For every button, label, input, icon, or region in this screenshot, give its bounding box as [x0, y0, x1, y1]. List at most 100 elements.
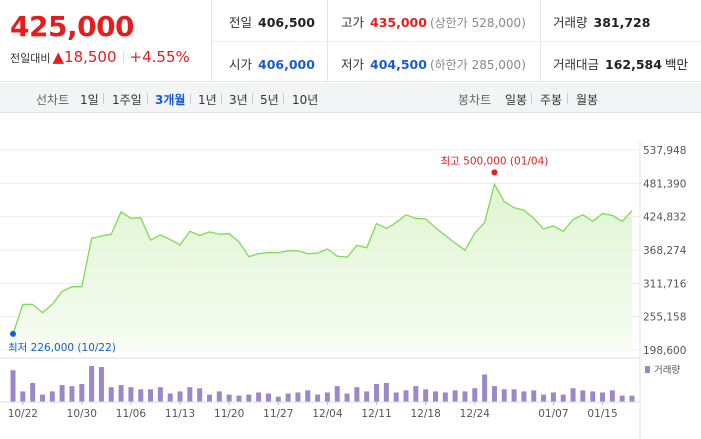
- volume-bar: [59, 385, 65, 402]
- open-price: 시가 406,000: [229, 57, 315, 72]
- volume-bar: [374, 384, 380, 402]
- high-price: 고가 435,000 (상한가 528,000): [341, 15, 526, 30]
- y-tick-label: 368,274: [643, 245, 687, 257]
- volume-bar: [39, 394, 45, 402]
- volume-bar: [501, 389, 507, 402]
- tab-3m[interactable]: 3개월: [155, 93, 186, 107]
- volume-bar: [246, 394, 252, 402]
- volume-bar: [49, 391, 55, 402]
- high-marker: [491, 169, 498, 176]
- tab-1w[interactable]: 1주일: [112, 93, 142, 107]
- x-tick-label: 12/11: [361, 408, 391, 420]
- volume-legend-swatch: [645, 366, 650, 373]
- volume-bar: [315, 394, 321, 402]
- price-box: 425,000 전일대비 ▲18,500 +4.55%: [0, 0, 212, 82]
- volume-bar: [452, 390, 458, 402]
- change-label: 전일대비: [10, 52, 51, 65]
- volume-bar: [69, 386, 75, 402]
- y-tick-label: 424,832: [643, 212, 686, 224]
- volume-bar: [265, 393, 271, 402]
- x-tick-label: 12/24: [460, 408, 491, 420]
- y-tick-label: 255,158: [643, 312, 686, 324]
- volume-bar: [590, 391, 596, 402]
- volume-bar: [128, 387, 134, 402]
- volume-bar: [383, 382, 389, 402]
- tab-weekly-candle[interactable]: 주봉: [540, 93, 563, 107]
- volume-bar: [413, 386, 419, 402]
- volume-bar: [275, 396, 281, 402]
- volume-bar: [118, 385, 124, 402]
- x-tick-label: 11/27: [263, 408, 293, 420]
- x-tick-label: 12/18: [411, 408, 441, 420]
- volume-bar: [79, 384, 85, 402]
- volume-bar: [148, 389, 154, 402]
- low-marker: [10, 330, 16, 337]
- volume-bar: [600, 392, 606, 402]
- volume-bar: [167, 393, 173, 402]
- price-line: [12, 182, 633, 335]
- volume-bar: [256, 392, 262, 402]
- volume-bar: [236, 395, 242, 402]
- volume-bar: [472, 388, 478, 402]
- x-tick-label: 10/22: [8, 408, 38, 420]
- low-price: 저가 404,500 (하한가 285,000): [341, 57, 526, 72]
- trade-volume: 거래량 381,728: [553, 15, 651, 30]
- volume-bar: [187, 387, 193, 402]
- candle-chart-label: 봉차트: [458, 93, 492, 107]
- line-chart-label: 선차트: [36, 93, 70, 107]
- volume-bar: [334, 386, 340, 402]
- volume-bar: [197, 388, 203, 402]
- y-tick-label: 481,390: [643, 178, 686, 190]
- tab-1d[interactable]: 1일: [80, 93, 99, 107]
- volume-bar: [521, 391, 527, 402]
- volume-bar: [324, 392, 330, 402]
- x-tick-label: 12/04: [312, 408, 343, 420]
- x-tick-label: 01/07: [538, 408, 568, 420]
- y-tick-label: 311,716: [643, 278, 687, 290]
- change-amount: 18,500: [64, 48, 117, 66]
- tab-5y[interactable]: 5년: [260, 93, 279, 107]
- x-tick-label: 11/20: [214, 408, 244, 420]
- volume-bar: [432, 391, 438, 402]
- volume-bar: [482, 374, 488, 402]
- volume-bar: [138, 389, 144, 402]
- volume-bar: [442, 392, 448, 402]
- quote-summary: 425,000 전일대비 ▲18,500 +4.55% 전일 406,500 고가 43…: [0, 0, 701, 82]
- x-tick-label: 10/30: [67, 408, 97, 420]
- volume-bar: [629, 395, 635, 402]
- volume-legend-label: 거래량: [654, 364, 680, 376]
- volume-bar: [423, 389, 429, 402]
- volume-bar: [207, 394, 213, 402]
- volume-bar: [462, 391, 468, 402]
- current-price: 425,000: [10, 10, 135, 43]
- volume-bar: [609, 390, 615, 402]
- low-annotation: 최저 226,000 (10/22): [8, 342, 116, 354]
- volume-bar: [226, 394, 232, 402]
- x-tick-label: 11/13: [165, 408, 195, 420]
- volume-bar: [89, 366, 95, 402]
- price-area: [13, 184, 632, 350]
- y-tick-label: 537,948: [643, 145, 686, 157]
- up-arrow-icon: ▲: [52, 48, 65, 66]
- tab-monthly-candle[interactable]: 월봉: [576, 93, 599, 107]
- volume-bar: [619, 395, 625, 402]
- high-annotation: 최고 500,000 (01/04): [441, 155, 549, 167]
- tab-3y[interactable]: 3년: [229, 93, 248, 107]
- volume-bar: [550, 392, 556, 402]
- volume-bar: [393, 392, 399, 402]
- volume-bar: [295, 392, 301, 402]
- price-change: 전일대비 ▲18,500 +4.55%: [10, 48, 190, 66]
- volume-bar: [20, 391, 26, 402]
- volume-bar: [491, 386, 497, 402]
- volume-bar: [157, 387, 163, 402]
- x-tick-label: 11/06: [116, 408, 147, 420]
- chart-tabs: 선차트 1일 1주일 3개월 1년 3년 5년 10년 봉차트 일봉 주봉 월봉: [0, 83, 701, 113]
- tab-10y[interactable]: 10년: [292, 93, 319, 107]
- volume-bar: [108, 387, 114, 402]
- prev-close: 전일 406,500: [229, 15, 315, 30]
- tab-daily-candle[interactable]: 일봉: [505, 93, 528, 107]
- tab-1y[interactable]: 1년: [198, 93, 217, 107]
- volume-bar: [403, 390, 409, 402]
- volume-bar: [98, 367, 104, 402]
- volume-bar: [511, 389, 517, 402]
